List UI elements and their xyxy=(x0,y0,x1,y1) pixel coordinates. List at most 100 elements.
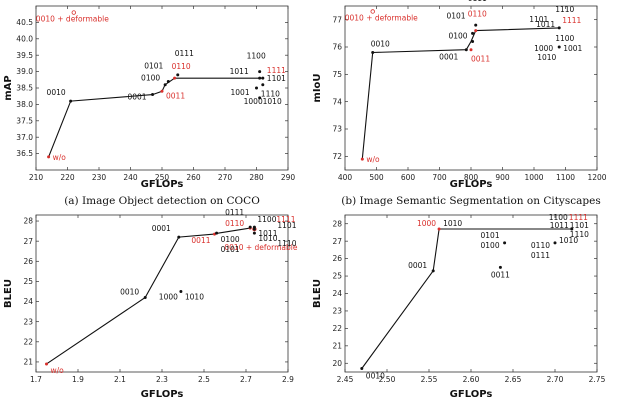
data-point xyxy=(553,241,557,245)
point-label: 1110 xyxy=(570,230,589,239)
data-point xyxy=(261,83,265,87)
point-label: 1101 xyxy=(570,221,589,230)
y-tick-label: 40.5 xyxy=(16,18,33,27)
data-point xyxy=(557,26,561,30)
y-tick-label: 27 xyxy=(23,237,33,246)
point-label: 1001 xyxy=(231,88,250,97)
point-label: 1011 xyxy=(550,221,569,230)
x-tick-label: 2.55 xyxy=(421,375,438,384)
point-label: w/o xyxy=(53,153,67,162)
data-point xyxy=(248,225,252,229)
x-axis-label: GFLOPs xyxy=(141,389,184,400)
point-label: 0001 xyxy=(408,261,427,270)
x-tick-label: 2.1 xyxy=(114,375,126,384)
y-tick-label: 22 xyxy=(332,324,342,333)
panel-bleu-left: 1.7 1.9 2.1 2.3 2.5 2.7 2.9 21 22 23 24 25 26 27 28 GFL… xyxy=(3,208,298,400)
y-tick-label: 26 xyxy=(332,254,342,263)
data-point xyxy=(176,73,180,77)
data-point xyxy=(258,70,262,74)
point-label: 1010 xyxy=(185,292,204,301)
y-tick-label: 20 xyxy=(332,359,342,368)
point-label: 1111 xyxy=(569,213,588,222)
y-tick-label: 37.0 xyxy=(16,133,33,142)
x-tick-label: 1000 xyxy=(524,173,543,182)
point-label: 0110 xyxy=(225,219,244,228)
point-label: w/o xyxy=(366,155,380,164)
point-label: 0111 xyxy=(175,49,194,58)
y-tick-label: 22 xyxy=(23,337,33,346)
point-label: 1000 xyxy=(244,97,263,106)
point-label: 0010 xyxy=(366,372,385,381)
y-tick-label: 38.0 xyxy=(16,100,33,109)
y-tick-label: 75 xyxy=(332,70,342,79)
pareto-frontier-line xyxy=(46,227,251,365)
x-tick-label: 800 xyxy=(464,173,479,182)
y-axis-label: mIoU xyxy=(312,73,323,102)
x-tick-label: 2.65 xyxy=(505,375,522,384)
data-point xyxy=(431,269,435,273)
x-tick-label: 270 xyxy=(218,173,233,182)
data-point xyxy=(360,157,364,161)
point-label: 0101 xyxy=(446,11,465,20)
x-tick-label: 250 xyxy=(155,173,170,182)
data-point xyxy=(252,227,256,231)
point-label: 0101 xyxy=(221,245,240,254)
point-label: 0100 xyxy=(481,241,500,250)
point-label: 0001 xyxy=(152,224,171,233)
x-tick-label: 1100 xyxy=(556,173,575,182)
y-tick-label: 40.0 xyxy=(16,34,33,43)
point-label: 0010 xyxy=(371,39,390,48)
y-tick-label: 77 xyxy=(332,15,342,24)
point-label: 1010 xyxy=(537,53,556,62)
x-tick-label: 2.7 xyxy=(240,375,252,384)
x-tick-label: 2.75 xyxy=(589,375,606,384)
data-point xyxy=(179,289,183,293)
point-label: 0011 xyxy=(491,270,510,279)
pareto-frontier-line xyxy=(361,228,572,369)
x-tick-label: 400 xyxy=(338,173,353,182)
point-label: 0110 xyxy=(531,241,550,250)
x-tick-label: 700 xyxy=(432,173,447,182)
y-tick-label: 24 xyxy=(23,297,33,306)
data-point xyxy=(570,227,574,231)
point-label: 1010 xyxy=(443,219,462,228)
y-tick-label: 27 xyxy=(332,237,342,246)
point-label: 1001 xyxy=(563,44,582,53)
point-label: 0010 + deformable xyxy=(224,243,297,252)
point-label: 1111 xyxy=(267,66,286,75)
point-label: w/o xyxy=(51,366,65,375)
point-label: 1011 xyxy=(258,229,277,238)
point-label: 1010 xyxy=(258,234,277,243)
data-point xyxy=(252,231,256,235)
data-point xyxy=(261,76,265,80)
x-tick-label: 280 xyxy=(249,173,264,182)
x-axis-label: GFLOPs xyxy=(450,389,493,400)
data-point-open xyxy=(71,10,76,15)
point-label: 1010 xyxy=(263,97,282,106)
y-tick-label: 26 xyxy=(23,257,33,266)
point-label: 0001 xyxy=(439,53,458,62)
point-label: 0100 xyxy=(141,74,160,83)
y-tick-label: 28 xyxy=(332,219,342,228)
y-tick-label: 28 xyxy=(23,217,33,226)
point-label: 1101 xyxy=(529,15,548,24)
data-point xyxy=(258,96,262,100)
point-label: 1110 xyxy=(555,5,574,14)
data-point xyxy=(163,83,167,87)
x-tick-label: 2.3 xyxy=(156,375,168,384)
data-point xyxy=(471,31,475,35)
point-label: 1111 xyxy=(276,215,295,224)
y-tick-label: 37.5 xyxy=(16,116,33,125)
x-tick-label: 1.7 xyxy=(30,375,42,384)
x-tick-label: 600 xyxy=(401,173,416,182)
data-point xyxy=(503,241,507,245)
y-axis-label: BLEU xyxy=(3,279,14,308)
point-label: 0100 xyxy=(221,235,240,244)
point-label: 0010 xyxy=(120,288,139,297)
point-label: 0001 xyxy=(127,93,146,102)
panel-caption: (a) Image Object detection on COCO xyxy=(64,195,260,207)
y-tick-label: 23 xyxy=(332,307,342,316)
point-label: 0111 xyxy=(531,251,550,260)
point-label: 0110 xyxy=(468,10,487,19)
data-point xyxy=(557,45,561,49)
